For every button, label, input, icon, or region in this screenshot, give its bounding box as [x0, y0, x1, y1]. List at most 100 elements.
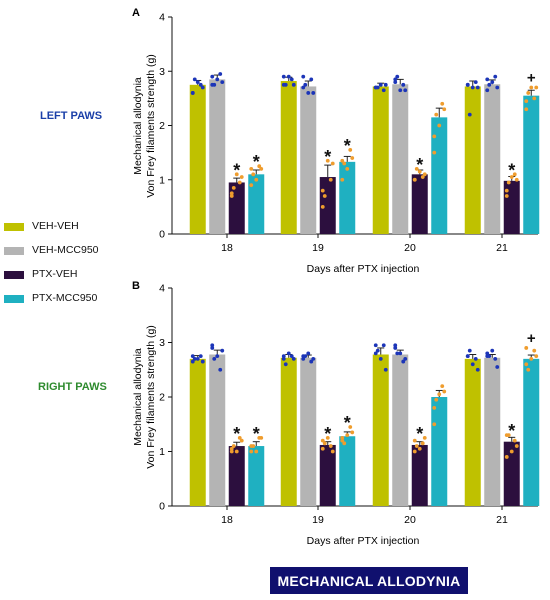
data-point	[198, 82, 203, 87]
data-point	[325, 158, 330, 163]
y-axis-label-line2: Von Frey filaments strength (g)	[145, 54, 157, 198]
data-point	[190, 91, 195, 95]
y-axis-label-line1: Mechanical allodynia	[132, 77, 144, 175]
data-point	[420, 175, 425, 179]
legend-swatch-veh-veh	[4, 223, 24, 231]
data-point	[348, 425, 353, 429]
data-point	[289, 77, 294, 82]
data-point	[325, 435, 330, 440]
data-point	[432, 150, 437, 155]
legend-swatch-veh-mcc950	[4, 247, 24, 255]
data-point	[524, 99, 529, 103]
panel-a: A 0 1 2 3 4 Mechanical allodynia Von Frey filam…	[132, 7, 540, 275]
data-point	[393, 346, 398, 350]
data-point	[412, 177, 417, 182]
bar-veh-mcc950-day-21	[484, 357, 501, 506]
bar-ptx-veh-day-21	[503, 180, 520, 234]
data-point	[257, 435, 262, 440]
bar-veh-veh-day-21	[464, 86, 481, 234]
data-point	[412, 449, 417, 454]
data-point	[210, 343, 215, 348]
data-point	[504, 188, 509, 193]
data-point	[440, 101, 445, 106]
data-point	[398, 88, 403, 93]
data-point	[345, 167, 350, 171]
bar-veh-veh-day-20	[372, 86, 389, 234]
data-point	[473, 356, 478, 361]
bar-veh-veh-day-18	[189, 358, 206, 506]
data-point	[393, 77, 398, 82]
x-tick-label: 19	[312, 514, 324, 526]
data-point	[231, 185, 236, 190]
data-point	[470, 362, 475, 367]
y-tick-label: 3	[159, 66, 165, 78]
data-point	[403, 88, 408, 93]
bar-veh-veh-day-18	[189, 84, 206, 234]
data-point	[373, 85, 378, 90]
bar-ptx-mcc950-day-20	[431, 117, 448, 234]
data-point	[475, 85, 480, 90]
data-point	[514, 177, 519, 182]
data-point	[534, 85, 539, 90]
data-point	[342, 441, 347, 446]
significance-marker: *	[416, 424, 423, 444]
data-point	[257, 164, 262, 169]
data-point	[281, 354, 286, 359]
data-point	[381, 343, 386, 348]
significance-marker: *	[233, 160, 240, 180]
data-point	[350, 156, 355, 160]
data-point	[249, 183, 254, 188]
data-point	[237, 180, 242, 185]
data-point	[281, 82, 286, 87]
panel-b: B 0 1 2 3 4 Mechanical allodynia Von Frey filam…	[132, 280, 540, 547]
data-point	[291, 82, 296, 87]
y-tick-label: 0	[159, 501, 165, 513]
bar-veh-veh-day-19	[280, 81, 297, 234]
data-point	[378, 356, 383, 361]
data-point	[330, 449, 335, 454]
data-point	[506, 180, 511, 185]
data-point	[348, 148, 353, 152]
y-axis-label-line1: Mechanical allodynia	[132, 348, 144, 446]
bar-veh-mcc950-day-19	[300, 86, 317, 234]
data-point	[249, 444, 254, 448]
data-point	[437, 392, 442, 397]
data-point	[328, 177, 333, 182]
data-point	[192, 77, 197, 82]
data-point	[340, 177, 345, 182]
data-point	[231, 444, 236, 448]
legend-label-ptx-mcc950: PTX-MCC950	[32, 292, 98, 304]
data-point	[467, 112, 472, 117]
significance-marker: *	[416, 155, 423, 175]
data-point	[485, 354, 490, 359]
x-tick-label: 21	[496, 514, 508, 526]
data-point	[465, 354, 470, 359]
x-axis-label: Days after PTX injection	[307, 263, 420, 275]
data-point	[190, 354, 195, 359]
data-point	[218, 367, 223, 372]
data-point	[220, 348, 225, 353]
data-point	[291, 356, 296, 361]
data-point	[485, 351, 490, 356]
data-point	[475, 367, 480, 372]
data-point	[215, 354, 220, 359]
legend-swatch-ptx-mcc950	[4, 295, 24, 303]
data-point	[286, 74, 291, 79]
x-axis-label: Days after PTX injection	[307, 535, 420, 547]
data-point	[534, 354, 539, 359]
data-point	[375, 348, 380, 353]
data-point	[434, 112, 439, 117]
data-point	[259, 167, 264, 171]
y-tick-label: 1	[159, 446, 165, 458]
data-point	[514, 444, 519, 448]
x-tick-label: 20	[404, 514, 416, 526]
data-point	[395, 74, 400, 79]
right-paws-label: RIGHT PAWS	[38, 381, 107, 393]
data-point	[495, 365, 500, 369]
data-point	[432, 134, 437, 139]
y-tick-label: 4	[159, 12, 165, 24]
y-tick-label: 2	[159, 120, 165, 132]
data-point	[301, 356, 306, 361]
bar-ptx-veh-day-18	[228, 182, 245, 234]
y-axis-label-line2: Von Frey filaments strength (g)	[145, 325, 157, 469]
